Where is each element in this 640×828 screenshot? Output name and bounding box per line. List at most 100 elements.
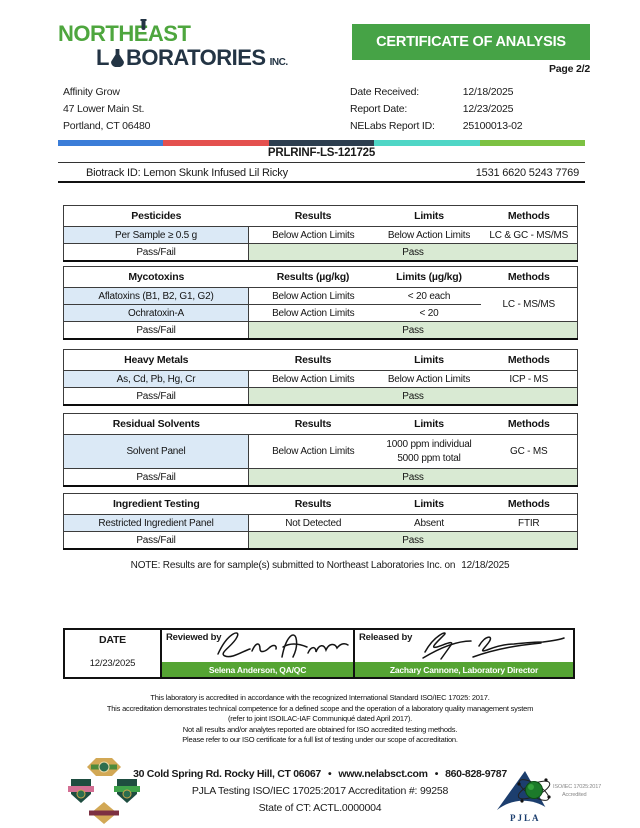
biotrack-row: Biotrack ID: Lemon Skunk Infused Lil Ric…: [58, 164, 585, 183]
pass-label-cell: Pass/Fail: [63, 387, 249, 405]
logo-text-l: L: [96, 45, 109, 70]
released-by-cell: Released by Zachary Cannone, Laboratory …: [355, 630, 573, 677]
biotrack-label: Biotrack ID: Lemon Skunk Infused Lil Ric…: [86, 166, 288, 179]
mycotoxins-table: Mycotoxins Results (µg/kg) Limits (µg/kg…: [63, 266, 578, 340]
table-header-row: Ingredient Testing Results Limits Method…: [63, 493, 578, 515]
limits-header: Limits (µg/kg): [377, 266, 481, 288]
method-cell: LC - MS/MS: [480, 287, 578, 322]
table-row: As, Cd, Pb, Hg, Cr Below Action Limits B…: [63, 370, 578, 388]
report-id-value: 25100013-02: [462, 120, 523, 132]
reviewed-by-cell: Reviewed by Selena Anderson, QA/QC: [162, 630, 355, 677]
methods-header: Methods: [480, 413, 578, 435]
limit-total: 5000 ppm total: [397, 452, 461, 464]
limits-header: Limits: [377, 349, 481, 371]
page-number: Page 2/2: [548, 63, 590, 75]
date-received-value: 12/18/2025: [462, 86, 514, 98]
pass-label-cell: Pass/Fail: [63, 321, 249, 339]
bar-segment-navy: [268, 140, 375, 146]
accreditation-line: Not all results and/or analytes reported…: [182, 724, 458, 734]
table-row: Aflatoxins (B1, B2, G1, G2) Below Action…: [63, 287, 578, 322]
svg-text:ISO/IEC 17025:2017: ISO/IEC 17025:2017: [553, 784, 601, 790]
analyte-cell: Ochratoxin-A: [63, 304, 249, 322]
method-cell: GC - MS: [480, 434, 578, 469]
pass-label-cell: Pass/Fail: [63, 531, 249, 549]
limits-header: Limits: [377, 493, 481, 515]
note-date: 12/18/2025: [461, 560, 510, 571]
limit-cell: Below Action Limits: [377, 370, 481, 388]
banner-title: CERTIFICATE OF ANALYSIS: [376, 34, 566, 50]
pjla-accreditation-line: PJLA Testing ISO/IEC 17025:2017 Accredit…: [191, 785, 449, 797]
logo-line2: L BORATORIES INC.: [96, 46, 288, 75]
lab-phone: 860-828-9787: [445, 768, 507, 780]
signature-date-cell: DATE 12/23/2025: [65, 630, 162, 677]
analyte-cell: Aflatoxins (B1, B2, G1, G2): [63, 287, 249, 305]
result-cell: Not Detected: [248, 514, 378, 532]
limit-cell: Below Action Limits: [377, 226, 481, 244]
sample-note: NOTE: Results are for sample(s) submitte…: [0, 560, 640, 571]
limit-cell: 1000 ppm individual 5000 ppm total: [377, 434, 481, 469]
mycotoxins-title: Mycotoxins: [63, 266, 249, 288]
results-header: Results: [248, 493, 378, 515]
client-city: Portland, CT 06480: [63, 120, 151, 132]
limits-header: Limits: [377, 205, 481, 227]
bar-segment-teal: [374, 140, 480, 146]
pass-value-cell: Pass: [248, 531, 578, 549]
signature-block: DATE 12/23/2025 Reviewed by Selena Ander…: [63, 628, 575, 679]
batch-id: PRLRINF-LS-121725: [58, 147, 585, 163]
limits-header: Limits: [377, 413, 481, 435]
released-by-label: Released by: [359, 632, 413, 643]
reviewed-by-label: Reviewed by: [166, 632, 222, 643]
bar-segment-green: [479, 140, 586, 146]
result-cell: Below Action Limits: [248, 370, 378, 388]
results-header: Results: [248, 413, 378, 435]
accreditation-statement: This laboratory is accredited in accorda…: [0, 693, 640, 746]
state-license-line: State of CT: ACTL.0000004: [258, 802, 382, 814]
methods-header: Methods: [480, 205, 578, 227]
limit-cell: < 20: [377, 304, 481, 322]
accreditation-line: Please refer to our ISO certificate for …: [182, 735, 458, 744]
lab-website: www.nelabsct.com: [338, 768, 428, 780]
method-cell: FTIR: [480, 514, 578, 532]
table-header-row: Pesticides Results Limits Methods: [63, 205, 578, 227]
table-header-row: Heavy Metals Results Limits Methods: [63, 349, 578, 371]
pesticides-title: Pesticides: [63, 205, 249, 227]
biotrack-number: 1531 6620 5243 7769: [475, 166, 579, 179]
badge-left: [68, 779, 94, 803]
table-header-row: Mycotoxins Results (µg/kg) Limits (µg/kg…: [63, 266, 578, 288]
svg-text:Accredited: Accredited: [562, 792, 587, 798]
date-received-label: Date Received:: [350, 86, 419, 98]
pass-value-cell: Pass: [248, 468, 578, 486]
analyte-cell: Restricted Ingredient Panel: [63, 514, 249, 532]
badge-top: [87, 758, 121, 776]
bar-segment-red: [163, 140, 269, 146]
test-tube-icon: [140, 12, 147, 36]
residual-solvents-table: Residual Solvents Results Limits Methods…: [63, 413, 578, 487]
releaser-signature: [413, 624, 568, 669]
pass-label-cell: Pass/Fail: [63, 468, 249, 486]
reviewer-signature: [210, 624, 350, 669]
bullet-separator: •: [434, 768, 439, 780]
ingredient-testing-table: Ingredient Testing Results Limits Method…: [63, 493, 578, 550]
table-row: Ochratoxin-A Below Action Limits < 20: [63, 304, 578, 322]
residual-solvents-title: Residual Solvents: [63, 413, 249, 435]
report-info-block: Date Received: 12/18/2025 Report Date: 1…: [350, 84, 523, 135]
pass-row: Pass/Fail Pass: [63, 387, 578, 405]
lab-address: 30 Cold Spring Rd. Rocky Hill, CT 06067: [133, 768, 321, 780]
heavy-metals-table: Heavy Metals Results Limits Methods As, …: [63, 349, 578, 406]
report-id-row: NELabs Report ID: 25100013-02: [350, 118, 523, 135]
pjla-logo: PJLA ISO/IEC 17025:2017 Accredited: [494, 768, 614, 828]
releaser-name-band: Zachary Cannone, Laboratory Director: [355, 662, 573, 677]
ingredient-testing-title: Ingredient Testing: [63, 493, 249, 515]
accreditation-line: (refer to joint ISOILAC-IAF Communiqué d…: [227, 714, 413, 723]
limit-cell: Absent: [377, 514, 481, 532]
client-street: 47 Lower Main St.: [63, 103, 145, 115]
client-name: Affinity Grow: [63, 86, 120, 98]
report-date-label: Report Date:: [350, 103, 408, 115]
bullet-separator: •: [327, 768, 332, 780]
note-text: NOTE: Results are for sample(s) submitte…: [130, 560, 456, 571]
bar-segment-blue: [58, 140, 164, 146]
pass-value-cell: Pass: [248, 387, 578, 405]
logo-line1: NORTHEAST: [58, 19, 288, 46]
methods-header: Methods: [480, 266, 578, 288]
